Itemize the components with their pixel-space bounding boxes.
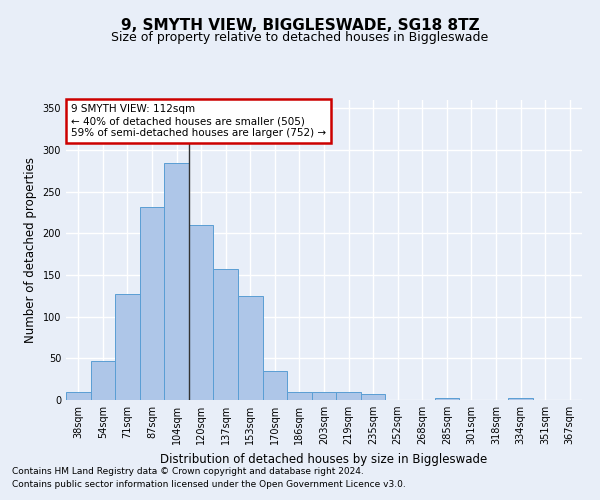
Bar	[66, 392, 91, 400]
Bar	[140, 206, 164, 400]
Bar	[91, 361, 115, 400]
Bar	[361, 394, 385, 400]
Bar	[263, 371, 287, 400]
Bar	[189, 225, 214, 400]
X-axis label: Distribution of detached houses by size in Biggleswade: Distribution of detached houses by size …	[160, 452, 488, 466]
Bar	[115, 294, 140, 400]
Y-axis label: Number of detached properties: Number of detached properties	[24, 157, 37, 343]
Text: 9, SMYTH VIEW, BIGGLESWADE, SG18 8TZ: 9, SMYTH VIEW, BIGGLESWADE, SG18 8TZ	[121, 18, 479, 32]
Bar	[336, 392, 361, 400]
Bar	[312, 392, 336, 400]
Text: Size of property relative to detached houses in Biggleswade: Size of property relative to detached ho…	[112, 31, 488, 44]
Bar	[434, 398, 459, 400]
Bar	[164, 164, 189, 400]
Bar	[287, 392, 312, 400]
Bar	[238, 296, 263, 400]
Bar	[508, 398, 533, 400]
Text: Contains public sector information licensed under the Open Government Licence v3: Contains public sector information licen…	[12, 480, 406, 489]
Text: 9 SMYTH VIEW: 112sqm
← 40% of detached houses are smaller (505)
59% of semi-deta: 9 SMYTH VIEW: 112sqm ← 40% of detached h…	[71, 104, 326, 138]
Bar	[214, 269, 238, 400]
Text: Contains HM Land Registry data © Crown copyright and database right 2024.: Contains HM Land Registry data © Crown c…	[12, 467, 364, 476]
